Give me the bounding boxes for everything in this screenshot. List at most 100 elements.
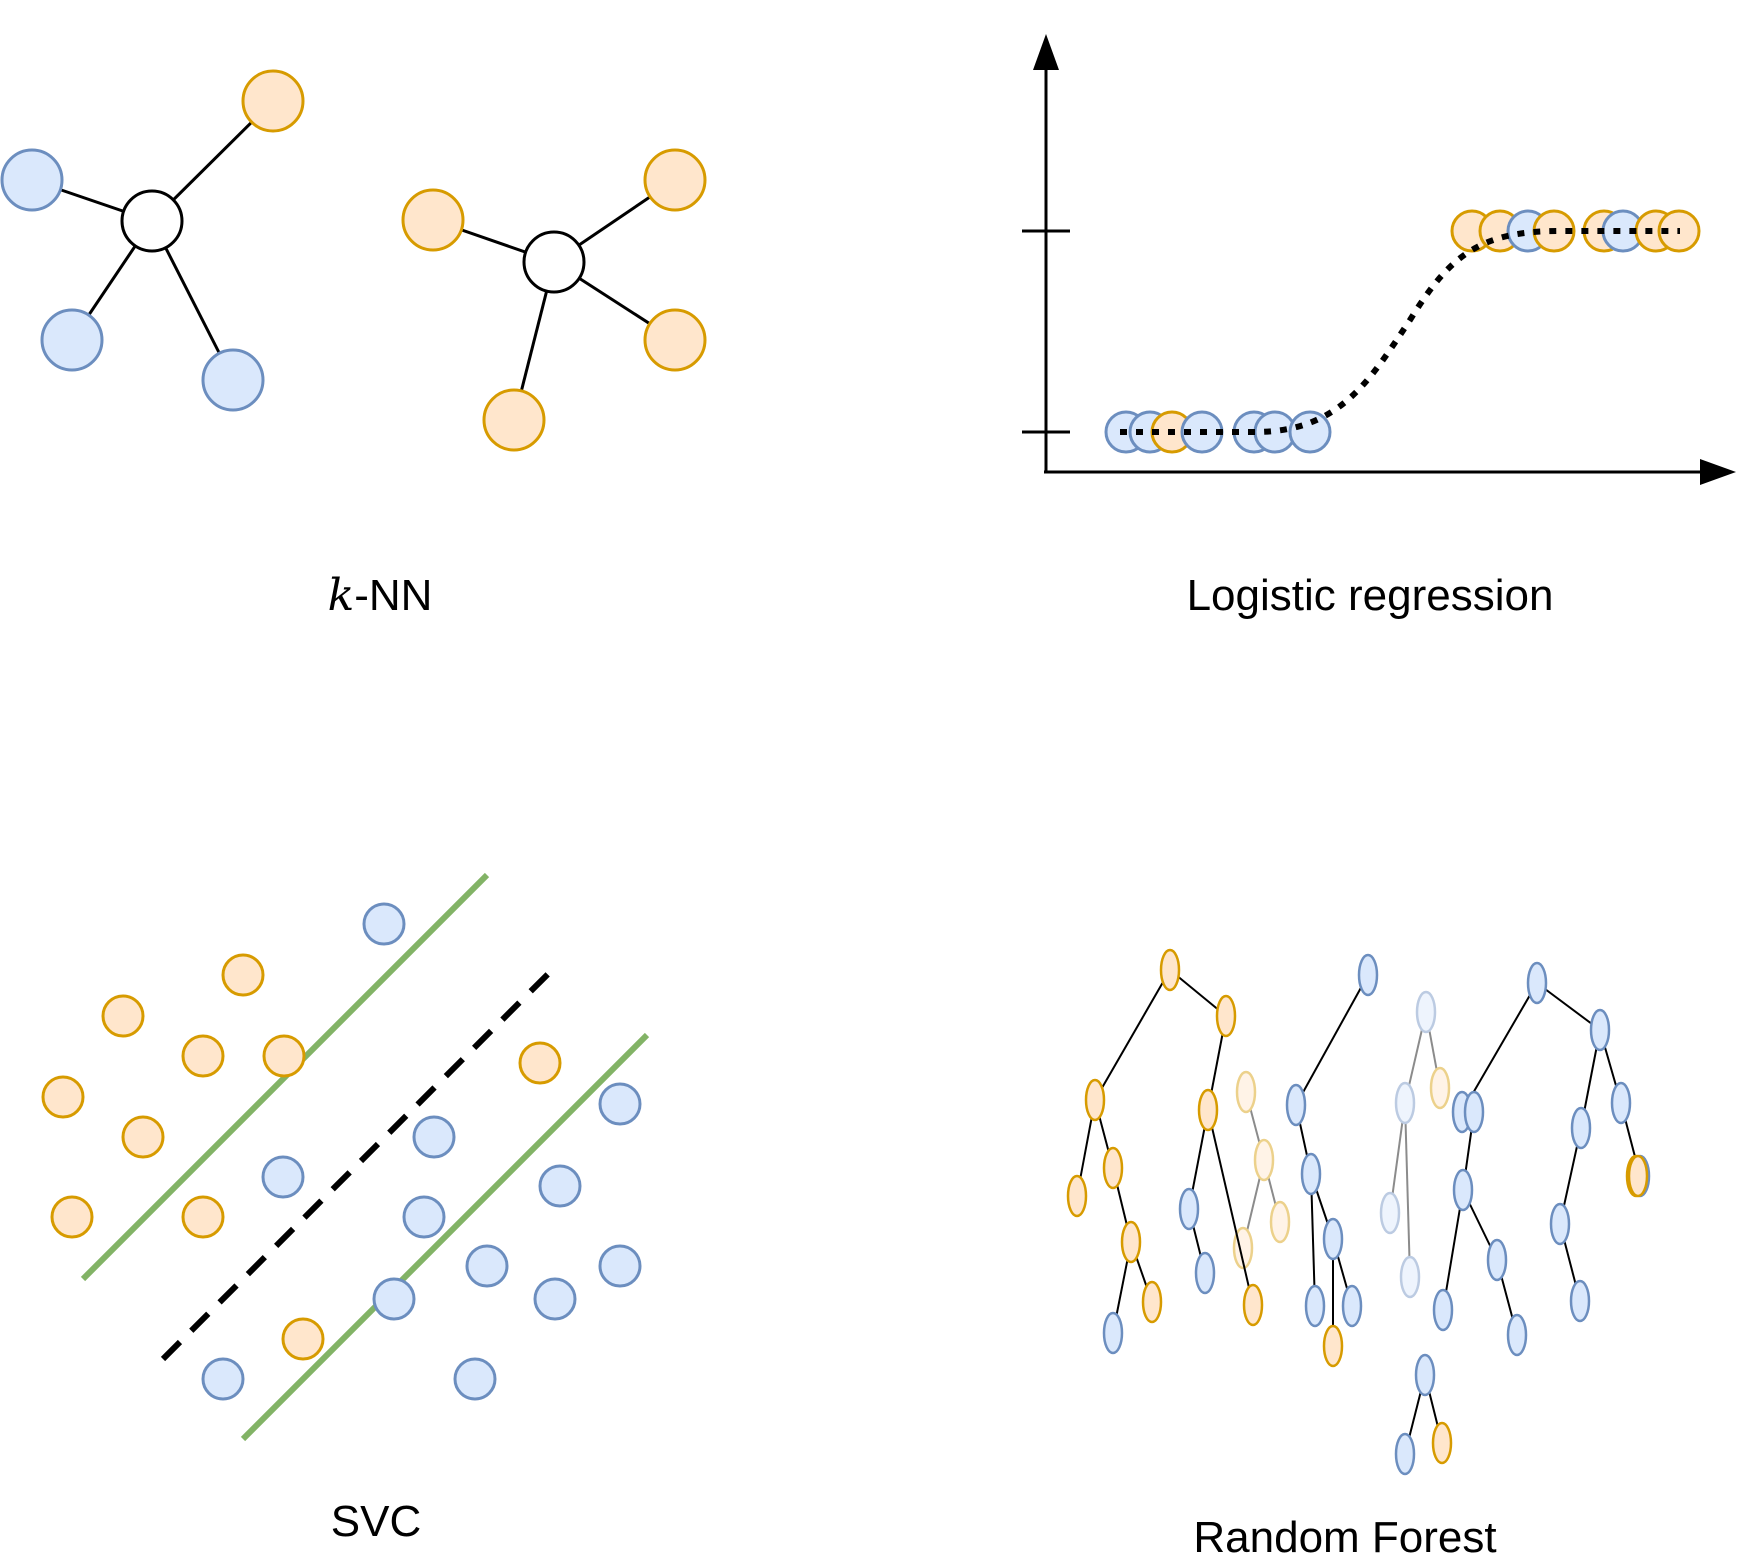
tree-node-blue [1526, 961, 1548, 1005]
tree-node-blue [1178, 1187, 1200, 1231]
tree-node-orange [1627, 1154, 1649, 1198]
tree-node-orange [1429, 1066, 1451, 1110]
decision-tree [1379, 990, 1451, 1299]
decision-tree [1066, 948, 1264, 1355]
svc-point-blue [261, 1155, 305, 1199]
tree-node-orange [1066, 1174, 1088, 1218]
svc-point-blue [362, 902, 406, 946]
logistic-regression-panel [1022, 34, 1736, 485]
random-forest-panel [1066, 948, 1651, 1476]
svc-decision-boundary [160, 962, 560, 1362]
tree-edge [1389, 1102, 1406, 1214]
tree-node-blue [1432, 1288, 1454, 1332]
tree-edge [1263, 1159, 1281, 1223]
tree-edge [1461, 982, 1538, 1113]
decision-tree [1285, 953, 1379, 1368]
tree-node-blue [1399, 1255, 1421, 1299]
svc-point-blue [465, 1244, 509, 1288]
tree-edge [1295, 974, 1369, 1106]
y-axis-arrowhead [1033, 34, 1059, 70]
tree-node-orange [1322, 1324, 1344, 1368]
tree-node-blue [1394, 1081, 1416, 1125]
tree-edge [1425, 1011, 1441, 1089]
tree-node-blue [1379, 1191, 1401, 1235]
knn-query-point [522, 230, 586, 294]
svc-point-blue [372, 1277, 416, 1321]
tree-edge [1310, 1173, 1316, 1307]
knn-neighbor-blue [40, 308, 104, 372]
knn-caption: k-NN [328, 574, 433, 618]
svc-point-orange [181, 1195, 225, 1239]
svc-panel [41, 872, 650, 1442]
tree-node-orange [1269, 1200, 1291, 1244]
tree-node-blue [1549, 1202, 1571, 1246]
knn-neighbor-orange [482, 388, 546, 452]
tree-edge [1207, 1109, 1254, 1306]
tree-edge [1404, 1011, 1427, 1104]
x-axis-arrowhead [1700, 459, 1736, 485]
svc-point-orange [121, 1115, 165, 1159]
svc-point-blue [598, 1082, 642, 1126]
knn-caption-k: k [327, 570, 355, 621]
tree-node-blue [1341, 1284, 1363, 1328]
sigmoid-curve [1120, 228, 1680, 435]
logreg-point-blue [1288, 410, 1332, 454]
svc-point-blue [598, 1244, 642, 1288]
decision-tree [1451, 961, 1651, 1323]
svc-point-orange [41, 1075, 85, 1119]
tree-node-blue [1569, 1279, 1591, 1323]
tree-edge [1404, 1102, 1411, 1278]
knn-neighbor-orange [643, 308, 707, 372]
tree-node-orange [1242, 1283, 1264, 1327]
tree-node-orange [1215, 994, 1237, 1038]
svc-point-blue [453, 1357, 497, 1401]
tree-node-blue [1300, 1152, 1322, 1196]
decision-tree [1394, 1353, 1453, 1476]
tree-edge [1245, 1091, 1265, 1161]
tree-node-orange [1084, 1078, 1106, 1122]
svc-point-blue [538, 1164, 582, 1208]
knn-query-point [120, 189, 184, 253]
svc-point-blue [402, 1195, 446, 1239]
tree-node-blue [1506, 1313, 1528, 1357]
svc-margin-line-lower [240, 1032, 650, 1442]
svc-point-blue [201, 1357, 245, 1401]
logistic-regression-caption: Logistic regression [1186, 571, 1554, 620]
tree-node-blue [1463, 1090, 1485, 1134]
svc-point-orange [101, 994, 145, 1038]
knn-neighbor-blue [201, 348, 265, 412]
tree-edge [1242, 1159, 1265, 1249]
svc-point-orange [50, 1195, 94, 1239]
svc-point-orange [262, 1034, 306, 1078]
knn-neighbor-orange [241, 69, 305, 133]
tree-node-blue [1357, 953, 1379, 997]
svc-caption: SVC [330, 1497, 422, 1546]
tree-node-blue [1570, 1106, 1592, 1150]
tree-node-blue [1102, 1311, 1124, 1355]
svc-point-orange [221, 953, 265, 997]
tree-node-blue [1610, 1081, 1632, 1125]
tree-node-orange [1102, 1146, 1124, 1190]
svc-point-orange [181, 1034, 225, 1078]
decision-tree [1432, 1090, 1528, 1357]
knn-neighbor-orange [401, 188, 465, 252]
tree-node-orange [1120, 1220, 1142, 1264]
knn-caption-rest: -NN [354, 571, 433, 620]
tree-node-orange [1431, 1421, 1453, 1465]
knn-neighbor-orange [643, 148, 707, 212]
tree-node-orange [1159, 948, 1181, 992]
svc-point-blue [533, 1277, 577, 1321]
tree-node-orange [1253, 1138, 1275, 1182]
tree-node-blue [1322, 1217, 1344, 1261]
tree-node-blue [1486, 1238, 1508, 1282]
tree-node-blue [1414, 1353, 1436, 1397]
svc-point-blue [412, 1115, 456, 1159]
tree-node-blue [1304, 1284, 1326, 1328]
tree-edge [1536, 982, 1601, 1031]
knn-neighbor-blue [0, 148, 64, 212]
tree-node-orange [1235, 1070, 1257, 1114]
random-forest-caption: Random Forest [1193, 1513, 1497, 1562]
tree-node-blue [1394, 1432, 1416, 1476]
knn-panel [0, 69, 707, 452]
